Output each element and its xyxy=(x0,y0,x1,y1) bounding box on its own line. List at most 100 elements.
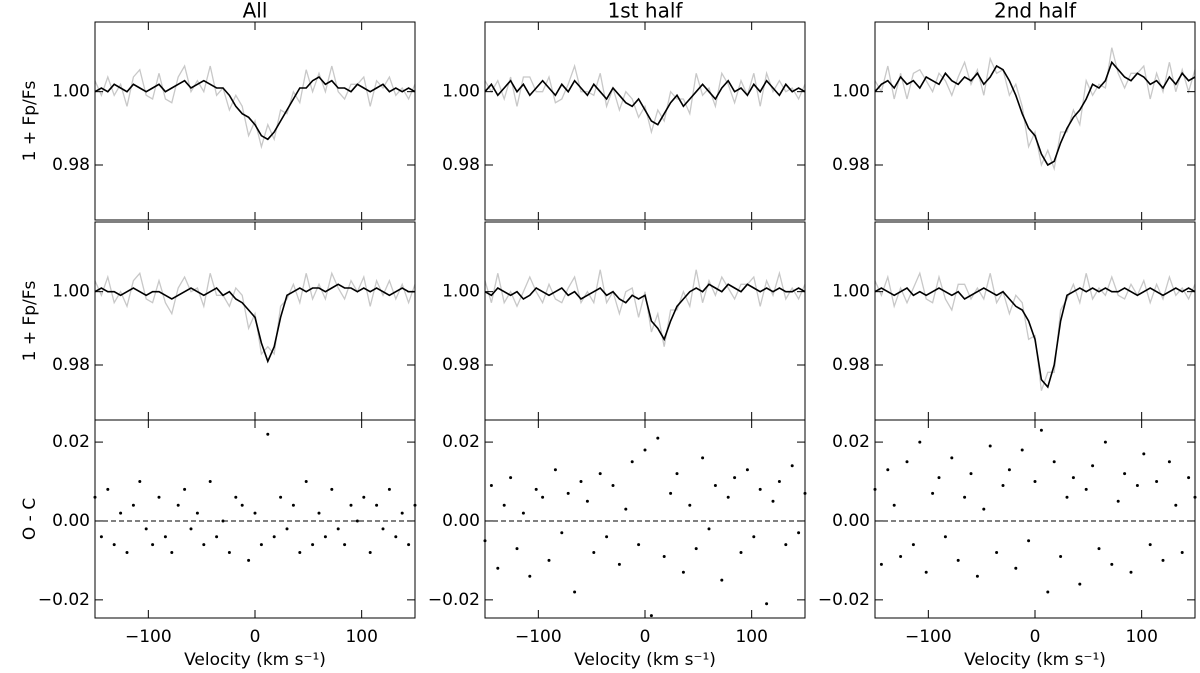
residual-point xyxy=(298,551,302,555)
residual-point xyxy=(982,507,986,511)
residual-point xyxy=(138,480,142,484)
residual-point xyxy=(879,562,883,566)
residual-point xyxy=(1103,440,1107,444)
residual-point xyxy=(1123,472,1127,476)
y-tick-label: 0.00 xyxy=(832,511,870,531)
residual-point xyxy=(343,543,347,547)
residual-point xyxy=(489,483,493,487)
y-tick-label: 1.00 xyxy=(832,82,870,102)
residual-point xyxy=(509,476,513,480)
residual-point xyxy=(496,566,500,570)
residual-point xyxy=(208,480,212,484)
residual-point xyxy=(202,543,206,547)
panel-title: All xyxy=(243,0,268,23)
x-axis-label: Velocity (km s⁻¹) xyxy=(574,650,716,670)
residual-point xyxy=(630,460,634,464)
axes-frame xyxy=(874,21,1196,221)
y-tick-label: 0.02 xyxy=(52,432,90,452)
residual-point xyxy=(937,476,941,480)
residual-point xyxy=(183,487,187,491)
residual-point xyxy=(176,503,180,507)
residual-point xyxy=(720,578,724,582)
residual-point xyxy=(279,495,283,499)
x-tick-label: 100 xyxy=(345,627,377,647)
y-tick-label: 0.00 xyxy=(442,511,480,531)
x-tick-label: 100 xyxy=(1125,627,1157,647)
y-axis-label: 1 + Fp/Fs xyxy=(20,280,40,361)
panel-title: 1st half xyxy=(608,0,684,23)
panel-title: 2nd half xyxy=(994,0,1077,23)
residual-point xyxy=(1078,582,1082,586)
residual-point xyxy=(963,495,967,499)
panel: 1.00 0.98 1st half xyxy=(442,0,806,221)
residual-point xyxy=(1020,448,1024,452)
spectrum-line xyxy=(94,271,416,356)
residual-point xyxy=(675,472,679,476)
residual-point xyxy=(598,472,602,476)
axes-frame xyxy=(94,221,416,421)
x-axis-label: Velocity (km s⁻¹) xyxy=(964,650,1106,670)
residual-point xyxy=(1148,543,1152,547)
residual-point xyxy=(1001,483,1005,487)
residual-point xyxy=(534,487,538,491)
residual-point xyxy=(995,551,999,555)
residual-point xyxy=(272,535,276,539)
residual-point xyxy=(924,570,928,574)
y-tick-label: 1.00 xyxy=(52,282,90,302)
residual-point xyxy=(368,551,372,555)
residual-point xyxy=(119,511,123,515)
residual-point xyxy=(1135,483,1139,487)
panel: 1.00 0.98 All 1 + Fp/Fs xyxy=(20,0,416,221)
y-tick-label: 0.98 xyxy=(52,155,90,175)
residual-point xyxy=(227,551,231,555)
residual-point xyxy=(502,503,506,507)
y-tick-label: −0.02 xyxy=(38,590,90,610)
spectrum-line xyxy=(94,75,416,141)
y-tick-label: 0.02 xyxy=(832,432,870,452)
residual-point xyxy=(247,558,251,562)
residual-point xyxy=(547,558,551,562)
axes-frame xyxy=(874,221,1196,421)
residual-point xyxy=(1174,503,1178,507)
y-axis-label: O - C xyxy=(20,498,40,540)
residual-point xyxy=(931,491,935,495)
residual-point xyxy=(662,554,666,558)
residual-point xyxy=(131,503,135,507)
residual-point xyxy=(566,491,570,495)
residual-point xyxy=(151,543,155,547)
x-tick-label: 0 xyxy=(640,627,651,647)
spectrum-line xyxy=(874,60,1196,167)
residual-point xyxy=(394,535,398,539)
residual-point xyxy=(234,495,238,499)
residual-point xyxy=(189,527,193,531)
y-axis-label: 1 + Fp/Fs xyxy=(20,80,40,161)
residual-point xyxy=(407,543,411,547)
residual-point xyxy=(323,535,327,539)
x-tick-label: 0 xyxy=(1030,627,1041,647)
residual-point xyxy=(1180,551,1184,555)
panel: 1.00 0.98 xyxy=(442,221,806,421)
residual-point xyxy=(918,440,922,444)
residual-point xyxy=(956,558,960,562)
residual-point xyxy=(739,551,743,555)
residual-point xyxy=(784,543,788,547)
residual-point xyxy=(1071,476,1075,480)
residual-point xyxy=(266,432,270,436)
residual-point xyxy=(1116,499,1120,503)
residual-point xyxy=(1052,460,1056,464)
residual-point xyxy=(713,483,717,487)
residual-point xyxy=(349,503,353,507)
residual-point xyxy=(99,535,103,539)
residual-point xyxy=(1039,428,1043,432)
residual-point xyxy=(304,480,308,484)
residual-point xyxy=(969,472,973,476)
y-tick-label: 0.98 xyxy=(442,155,480,175)
residual-point xyxy=(106,487,110,491)
y-tick-label: 0.02 xyxy=(442,432,480,452)
residual-point xyxy=(375,503,379,507)
residual-point xyxy=(1187,476,1191,480)
residual-point xyxy=(362,495,366,499)
x-tick-label: 0 xyxy=(250,627,261,647)
residual-point xyxy=(643,448,647,452)
spectrum-line xyxy=(94,283,415,364)
